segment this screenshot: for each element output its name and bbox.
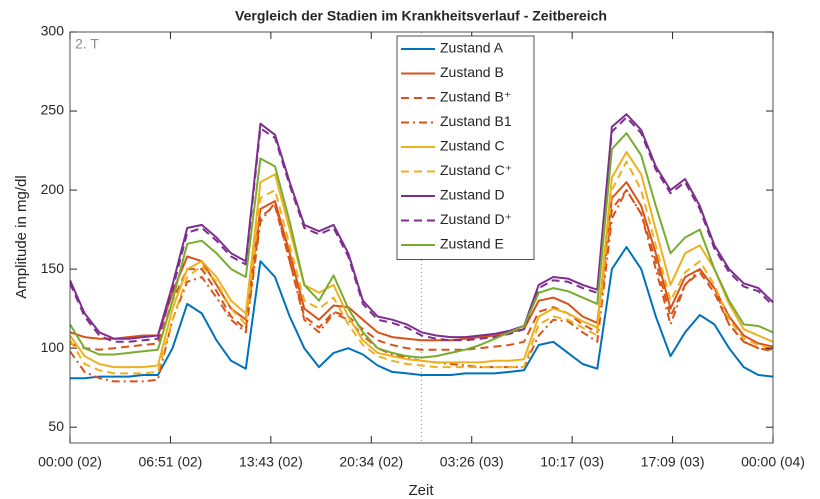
- series-line: [70, 151, 773, 369]
- y-tick-label: 50: [48, 418, 64, 434]
- x-tick-label: 06:51 (02): [139, 454, 203, 470]
- x-tick-label: 10:17 (03): [540, 454, 604, 470]
- chart-title: Vergleich der Stadien im Krankheitsverla…: [235, 8, 607, 24]
- x-tick-label: 03:26 (03): [440, 454, 504, 470]
- series-line: [70, 160, 773, 375]
- legend-label: Zustand C: [440, 138, 505, 154]
- y-tick-label: 200: [41, 181, 65, 197]
- legend-label: Zustand C⁺: [440, 162, 512, 178]
- legend-label: Zustand D: [440, 187, 505, 203]
- series-line: [70, 113, 773, 340]
- x-axis-label: Zeit: [408, 482, 434, 499]
- legend-label: Zustand B: [440, 64, 504, 80]
- x-tick-label: 17:09 (03): [641, 454, 705, 470]
- annotation: 2. T: [75, 36, 99, 52]
- legend-label: Zustand B⁺: [440, 89, 511, 105]
- series-line: [70, 132, 773, 359]
- y-tick-label: 100: [41, 339, 65, 355]
- series-line: [70, 181, 773, 348]
- legend-label: Zustand E: [440, 236, 504, 252]
- x-tick-label: 00:00 (02): [38, 454, 102, 470]
- y-axis-label: Amplitude in mg/dl: [13, 175, 30, 298]
- x-tick-label: 00:00 (04): [741, 454, 805, 470]
- legend-label: Zustand B1: [440, 113, 512, 129]
- y-tick-label: 300: [41, 23, 65, 39]
- legend-label: Zustand A: [440, 40, 504, 56]
- y-tick-label: 150: [41, 260, 65, 276]
- legend-label: Zustand D⁺: [440, 211, 512, 227]
- series-line: [70, 116, 773, 343]
- axes-box: [69, 31, 774, 444]
- x-tick-label: 20:34 (02): [339, 454, 403, 470]
- plot-lines: [70, 113, 773, 383]
- series-line: [70, 246, 773, 380]
- y-tick-label: 250: [41, 102, 65, 118]
- x-tick-label: 13:43 (02): [239, 454, 303, 470]
